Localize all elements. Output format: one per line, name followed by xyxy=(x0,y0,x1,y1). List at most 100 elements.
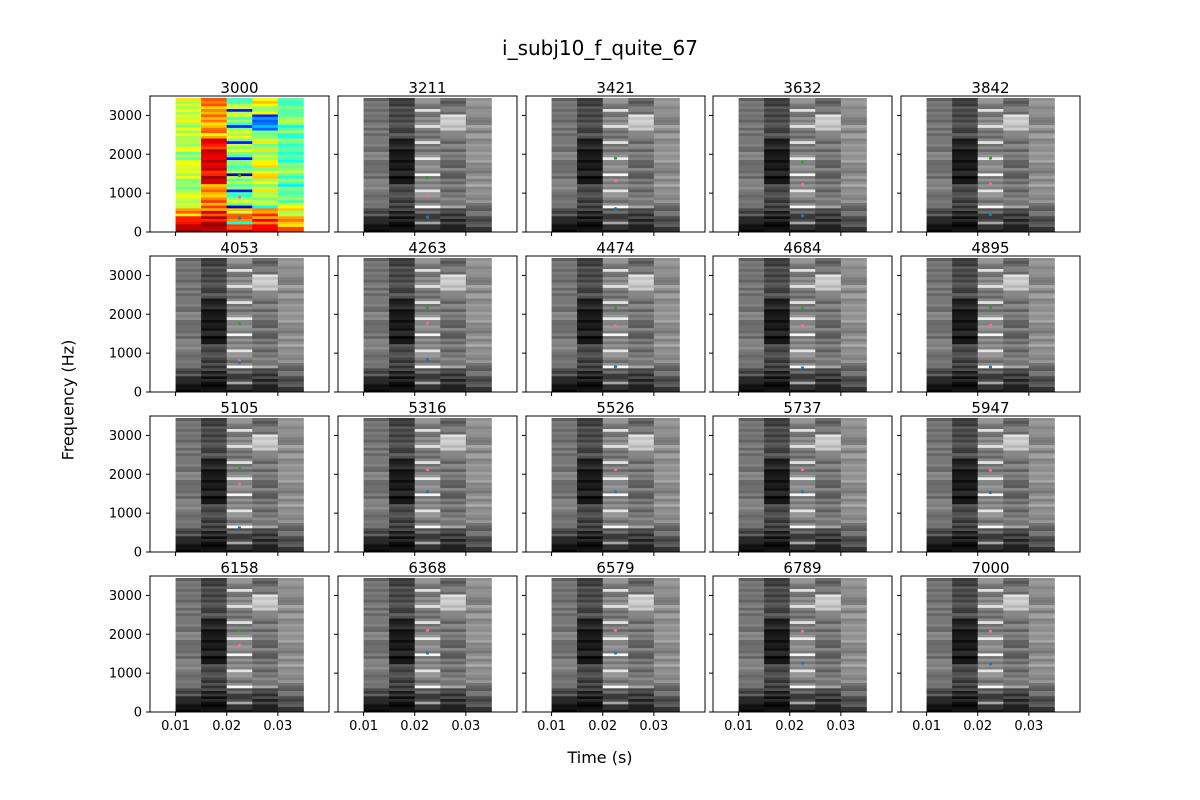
subplot-panel: 5947 xyxy=(897,399,1081,556)
spectrogram-image xyxy=(175,577,304,712)
formant-point xyxy=(237,482,242,486)
subplot-panel: 5737 xyxy=(709,399,893,556)
formant-point xyxy=(425,651,430,655)
plot-frame xyxy=(149,575,330,713)
subplot-title: 3632 xyxy=(783,79,821,97)
x-tick-label: 0.01 xyxy=(724,719,753,734)
y-tick-label: 3000 xyxy=(109,269,142,284)
x-tick-label: 0.01 xyxy=(349,719,378,734)
spectrogram-image xyxy=(551,417,680,552)
subplot-title: 5105 xyxy=(220,399,258,417)
x-axis-label: Time (s) xyxy=(567,748,633,767)
spectrogram-image xyxy=(738,257,867,392)
formant-point xyxy=(988,182,993,186)
subplot-title: 6789 xyxy=(783,559,821,577)
y-tick-label: 2000 xyxy=(109,468,142,483)
subplot-title: 6579 xyxy=(596,559,634,577)
x-tick-label: 0.02 xyxy=(775,719,804,734)
subplot-panel: 4053 0 1000 2000 3000 xyxy=(109,239,330,401)
x-tick-label: 0.01 xyxy=(537,719,566,734)
formant-point xyxy=(425,194,430,198)
formant-point xyxy=(800,182,805,187)
formant-point xyxy=(425,490,430,494)
plot-frame xyxy=(337,575,518,713)
y-tick-label: 1000 xyxy=(109,347,142,362)
formant-point xyxy=(800,306,805,311)
formant-point xyxy=(425,306,430,310)
formant-point xyxy=(425,468,430,472)
subplot-panel: 4474 xyxy=(522,239,706,396)
formant-point xyxy=(237,216,242,220)
formant-point xyxy=(237,174,242,178)
x-tick-label: 0.02 xyxy=(588,719,617,734)
plot-frame xyxy=(525,415,706,553)
formant-point xyxy=(613,207,618,211)
formant-point xyxy=(800,214,805,218)
formant-point xyxy=(988,156,993,160)
x-tick-label: 0.02 xyxy=(963,719,992,734)
formant-point xyxy=(237,322,242,326)
subplot-panel: 6789 0.01 0.02 0.03 xyxy=(709,559,893,734)
formant-point xyxy=(425,628,430,632)
y-tick-label: 0 xyxy=(134,706,142,721)
formant-point xyxy=(425,321,430,325)
subplot-panel: 6158 0 1000 2000 3000 0.01 0.02 0.03 xyxy=(109,559,330,734)
spectrogram-image xyxy=(363,417,492,552)
formant-point xyxy=(425,176,430,180)
subplot-title: 5947 xyxy=(971,399,1009,417)
y-tick-label: 3000 xyxy=(109,589,142,604)
subplot-title: 7000 xyxy=(971,559,1009,577)
subplot-title: 3421 xyxy=(596,79,634,97)
formant-point xyxy=(237,628,242,632)
spectrogram-image xyxy=(926,577,1055,712)
formant-point xyxy=(988,365,993,369)
plot-frame xyxy=(525,255,706,393)
spectrogram-image xyxy=(175,97,304,232)
x-tick-label: 0.03 xyxy=(451,719,480,734)
plot-frame xyxy=(712,255,893,393)
y-tick-label: 1000 xyxy=(109,667,142,682)
formant-point xyxy=(613,179,618,183)
plot-frame xyxy=(712,415,893,553)
formant-point xyxy=(425,215,430,219)
formant-point xyxy=(800,160,805,164)
spectrogram-image xyxy=(926,417,1055,552)
subplot-panel: 5526 xyxy=(522,399,706,556)
subplot-title: 3842 xyxy=(971,79,1009,97)
x-tick-label: 0.03 xyxy=(826,719,855,734)
plot-frame xyxy=(900,255,1081,393)
spectrogram-image xyxy=(363,257,492,392)
formant-point xyxy=(800,468,805,472)
y-tick-label: 3000 xyxy=(109,429,142,444)
plot-frame xyxy=(337,415,518,553)
subplot-title: 6158 xyxy=(220,559,258,577)
y-tick-label: 2000 xyxy=(109,628,142,643)
y-tick-label: 3000 xyxy=(109,109,142,124)
formant-point xyxy=(425,358,430,362)
formant-point xyxy=(988,306,993,310)
formant-point xyxy=(237,467,242,471)
y-tick-label: 0 xyxy=(134,546,142,561)
x-tick-label: 0.02 xyxy=(212,719,241,734)
plot-frame xyxy=(525,575,706,713)
plot-frame xyxy=(900,575,1081,713)
formant-point xyxy=(613,628,618,632)
formant-point xyxy=(988,212,993,217)
formant-point xyxy=(800,324,805,328)
formant-point xyxy=(988,490,993,495)
plot-frame xyxy=(149,95,330,233)
formant-point xyxy=(988,629,993,633)
plot-frame xyxy=(337,95,518,233)
plot-frame xyxy=(149,255,330,393)
subplot-panel: 6579 0.01 0.02 0.03 xyxy=(522,559,706,734)
subplot-panel: 7000 0.01 0.02 0.03 xyxy=(897,559,1081,734)
y-tick-label: 0 xyxy=(134,226,142,241)
plot-frame xyxy=(712,95,893,233)
spectrogram-image xyxy=(363,577,492,712)
x-tick-label: 0.01 xyxy=(912,719,941,734)
y-tick-label: 2000 xyxy=(109,148,142,163)
formant-point xyxy=(237,195,242,199)
subplot-title: 3000 xyxy=(220,79,258,97)
formant-point xyxy=(237,643,242,647)
